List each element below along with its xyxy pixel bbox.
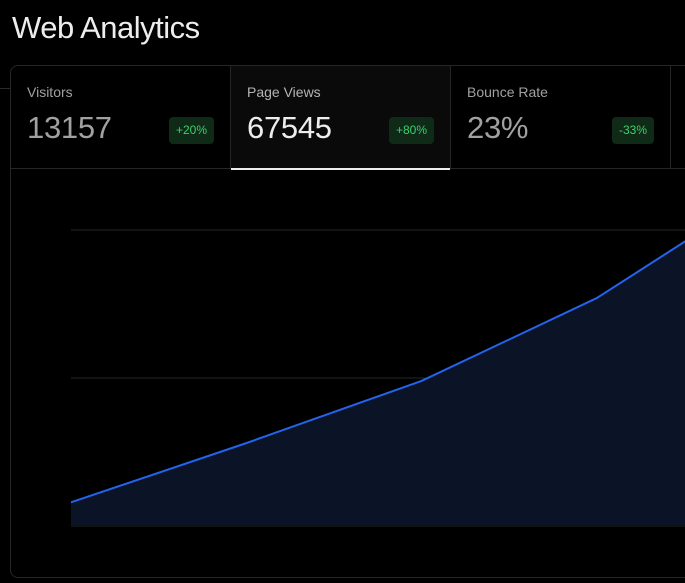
series-area xyxy=(71,241,685,526)
tab-label: Bounce Rate xyxy=(467,84,548,100)
divider xyxy=(0,88,12,89)
tab-label: Visitors xyxy=(27,84,73,100)
series-line xyxy=(70,240,685,504)
page-title: Web Analytics xyxy=(12,10,200,45)
metric-tabs: Visitors 13157 +20% Page Views 67545 +80… xyxy=(11,66,685,170)
change-badge: +80% xyxy=(388,117,434,144)
chart-area xyxy=(11,170,685,577)
change-badge: -33% xyxy=(611,117,654,144)
tab-visitors[interactable]: Visitors 13157 +20% xyxy=(11,66,231,169)
metric-value: 23% xyxy=(467,110,529,145)
analytics-card: Visitors 13157 +20% Page Views 67545 +80… xyxy=(10,65,685,578)
area-chart xyxy=(70,229,685,527)
tab-page-views[interactable]: Page Views 67545 +80% xyxy=(231,66,451,170)
change-badge: +20% xyxy=(168,117,214,144)
metric-value: 13157 xyxy=(27,110,112,145)
metric-value: 67545 xyxy=(247,110,332,145)
tab-bounce-rate[interactable]: Bounce Rate 23% -33% xyxy=(451,66,671,169)
tab-label: Page Views xyxy=(247,84,321,100)
